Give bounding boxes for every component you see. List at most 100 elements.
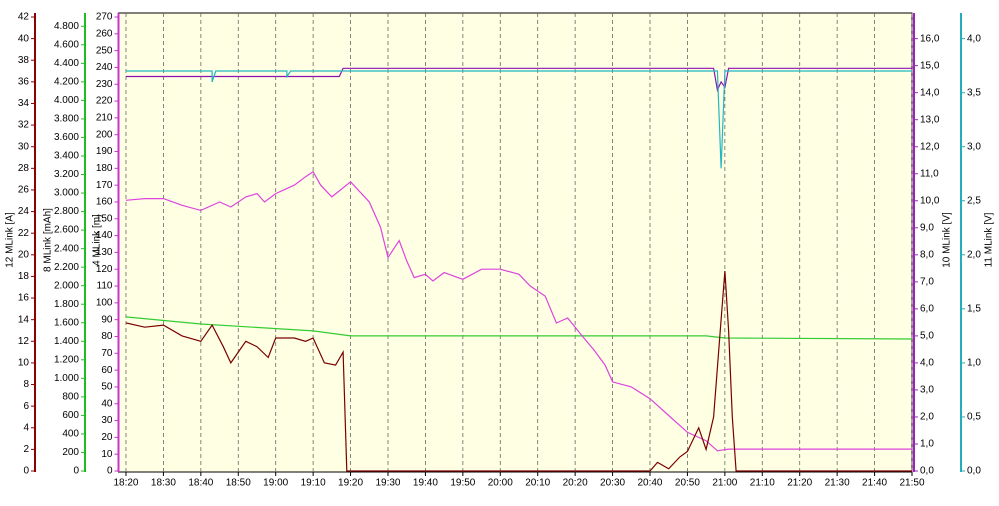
y-tick-label: 2,5 [967, 195, 981, 206]
x-tick-label: 21:30 [825, 478, 850, 489]
y-tick-label: 110 [97, 281, 113, 292]
y-tick-label: 2.800 [54, 206, 79, 217]
y-tick-label: 3.400 [54, 151, 79, 162]
x-tick-label: 21:40 [862, 478, 887, 489]
y-tick-label: 36 [18, 76, 30, 87]
y-tick-label: 200 [62, 447, 79, 458]
y-tick-label: 3,0 [967, 141, 981, 152]
y-tick-label: 130 [96, 247, 113, 258]
y-tick-label: 7,0 [920, 276, 934, 287]
y-tick-label: 0 [73, 466, 79, 477]
y-tick-label: 2,0 [967, 249, 981, 260]
y-tick-label: 8 [23, 379, 29, 390]
y-tick-label: 1.400 [54, 336, 79, 347]
y-tick-label: 40 [101, 398, 113, 409]
y-tick-label: 26 [18, 185, 30, 196]
y-tick-label: 2.400 [54, 243, 79, 254]
y-tick-label: 160 [96, 197, 113, 208]
x-tick-label: 21:10 [750, 478, 775, 489]
data-line [125, 170, 912, 452]
y-tick-label: 18 [18, 271, 30, 282]
y-tick-label: 600 [62, 410, 79, 421]
x-tick-label: 19:30 [375, 478, 400, 489]
y-tick-label: 150 [96, 213, 113, 224]
y-tick-label: 1.600 [54, 317, 79, 328]
data-line [126, 70, 912, 169]
y-tick-label: 16 [18, 293, 30, 304]
x-tick-label: 20:20 [563, 478, 588, 489]
y-tick-label: 16,0 [920, 33, 940, 44]
y-tick-label: 170 [96, 180, 113, 191]
y-tick-label: 100 [96, 297, 113, 308]
y-tick-label: 2 [23, 444, 29, 455]
y-tick-label: 50 [101, 382, 113, 393]
y-tick-label: 4,0 [967, 33, 981, 44]
y-axis-title: 12 MLink [A] [5, 212, 16, 268]
y-tick-label: 38 [18, 55, 30, 66]
y-tick-label: 1,5 [967, 303, 981, 314]
x-tick-label: 19:50 [450, 478, 475, 489]
y-tick-label: 80 [101, 331, 113, 342]
y-tick-label: 9,0 [920, 222, 934, 233]
x-tick-label: 19:00 [263, 478, 288, 489]
y-tick-label: 12,0 [920, 141, 940, 152]
data-line [125, 270, 912, 472]
x-tick-label: 19:10 [301, 478, 326, 489]
y-tick-label: 210 [96, 113, 113, 124]
y-tick-label: 11,0 [920, 168, 939, 179]
y-tick-label: 120 [96, 264, 113, 275]
y-tick-label: 250 [96, 45, 113, 56]
y-tick-label: 220 [96, 96, 113, 107]
y-tick-label: 180 [96, 163, 113, 174]
x-tick-label: 19:40 [413, 478, 438, 489]
x-tick-label: 21:50 [899, 478, 924, 489]
y-tick-label: 0,5 [967, 412, 981, 423]
x-tick-label: 21:20 [787, 478, 812, 489]
y-tick-label: 15,0 [920, 60, 940, 71]
y-tick-label: 6 [23, 401, 29, 412]
y-tick-label: 14,0 [920, 87, 940, 98]
y-tick-label: 1.800 [54, 299, 79, 310]
y-tick-label: 22 [18, 228, 30, 239]
y-tick-label: 1,0 [967, 358, 981, 369]
y-tick-label: 30 [101, 415, 113, 426]
x-tick-label: 18:50 [226, 478, 251, 489]
y-tick-label: 230 [96, 79, 113, 90]
y-tick-label: 1.200 [54, 354, 79, 365]
y-tick-label: 30 [18, 141, 30, 152]
y-tick-label: 3.200 [54, 169, 79, 180]
y-tick-label: 4 [23, 422, 29, 433]
y-tick-label: 4.400 [54, 58, 79, 69]
y-tick-label: 32 [18, 120, 30, 131]
x-tick-label: 18:30 [151, 478, 176, 489]
x-tick-label: 20:30 [600, 478, 625, 489]
y-tick-label: 0 [107, 466, 113, 477]
x-tick-label: 20:10 [525, 478, 550, 489]
y-tick-label: 2.600 [54, 225, 79, 236]
y-tick-label: 2.000 [54, 280, 79, 291]
y-tick-label: 40 [18, 33, 30, 44]
y-axis-title: 4 MLink [m] [92, 214, 103, 266]
y-tick-label: 400 [62, 429, 79, 440]
y-tick-label: 1.000 [54, 373, 79, 384]
y-tick-label: 800 [62, 392, 79, 403]
y-tick-label: 260 [96, 28, 113, 39]
y-tick-label: 13,0 [920, 114, 940, 125]
x-tick-label: 18:40 [188, 478, 213, 489]
y-tick-label: 10 [101, 449, 113, 460]
y-tick-label: 28 [18, 163, 30, 174]
y-tick-label: 6,0 [920, 303, 934, 314]
x-tick-label: 19:20 [338, 478, 363, 489]
y-tick-label: 3.600 [54, 132, 79, 143]
y-axis-title: 10 MLink [V] [942, 212, 953, 268]
y-tick-label: 10 [18, 358, 30, 369]
y-tick-label: 90 [101, 314, 113, 325]
x-tick-label: 20:50 [675, 478, 700, 489]
y-tick-label: 190 [96, 146, 113, 157]
data-line [126, 67, 912, 93]
y-tick-label: 4.600 [54, 39, 79, 50]
y-tick-label: 20 [101, 432, 113, 443]
y-tick-label: 200 [96, 129, 113, 140]
y-tick-label: 0,0 [967, 466, 981, 477]
